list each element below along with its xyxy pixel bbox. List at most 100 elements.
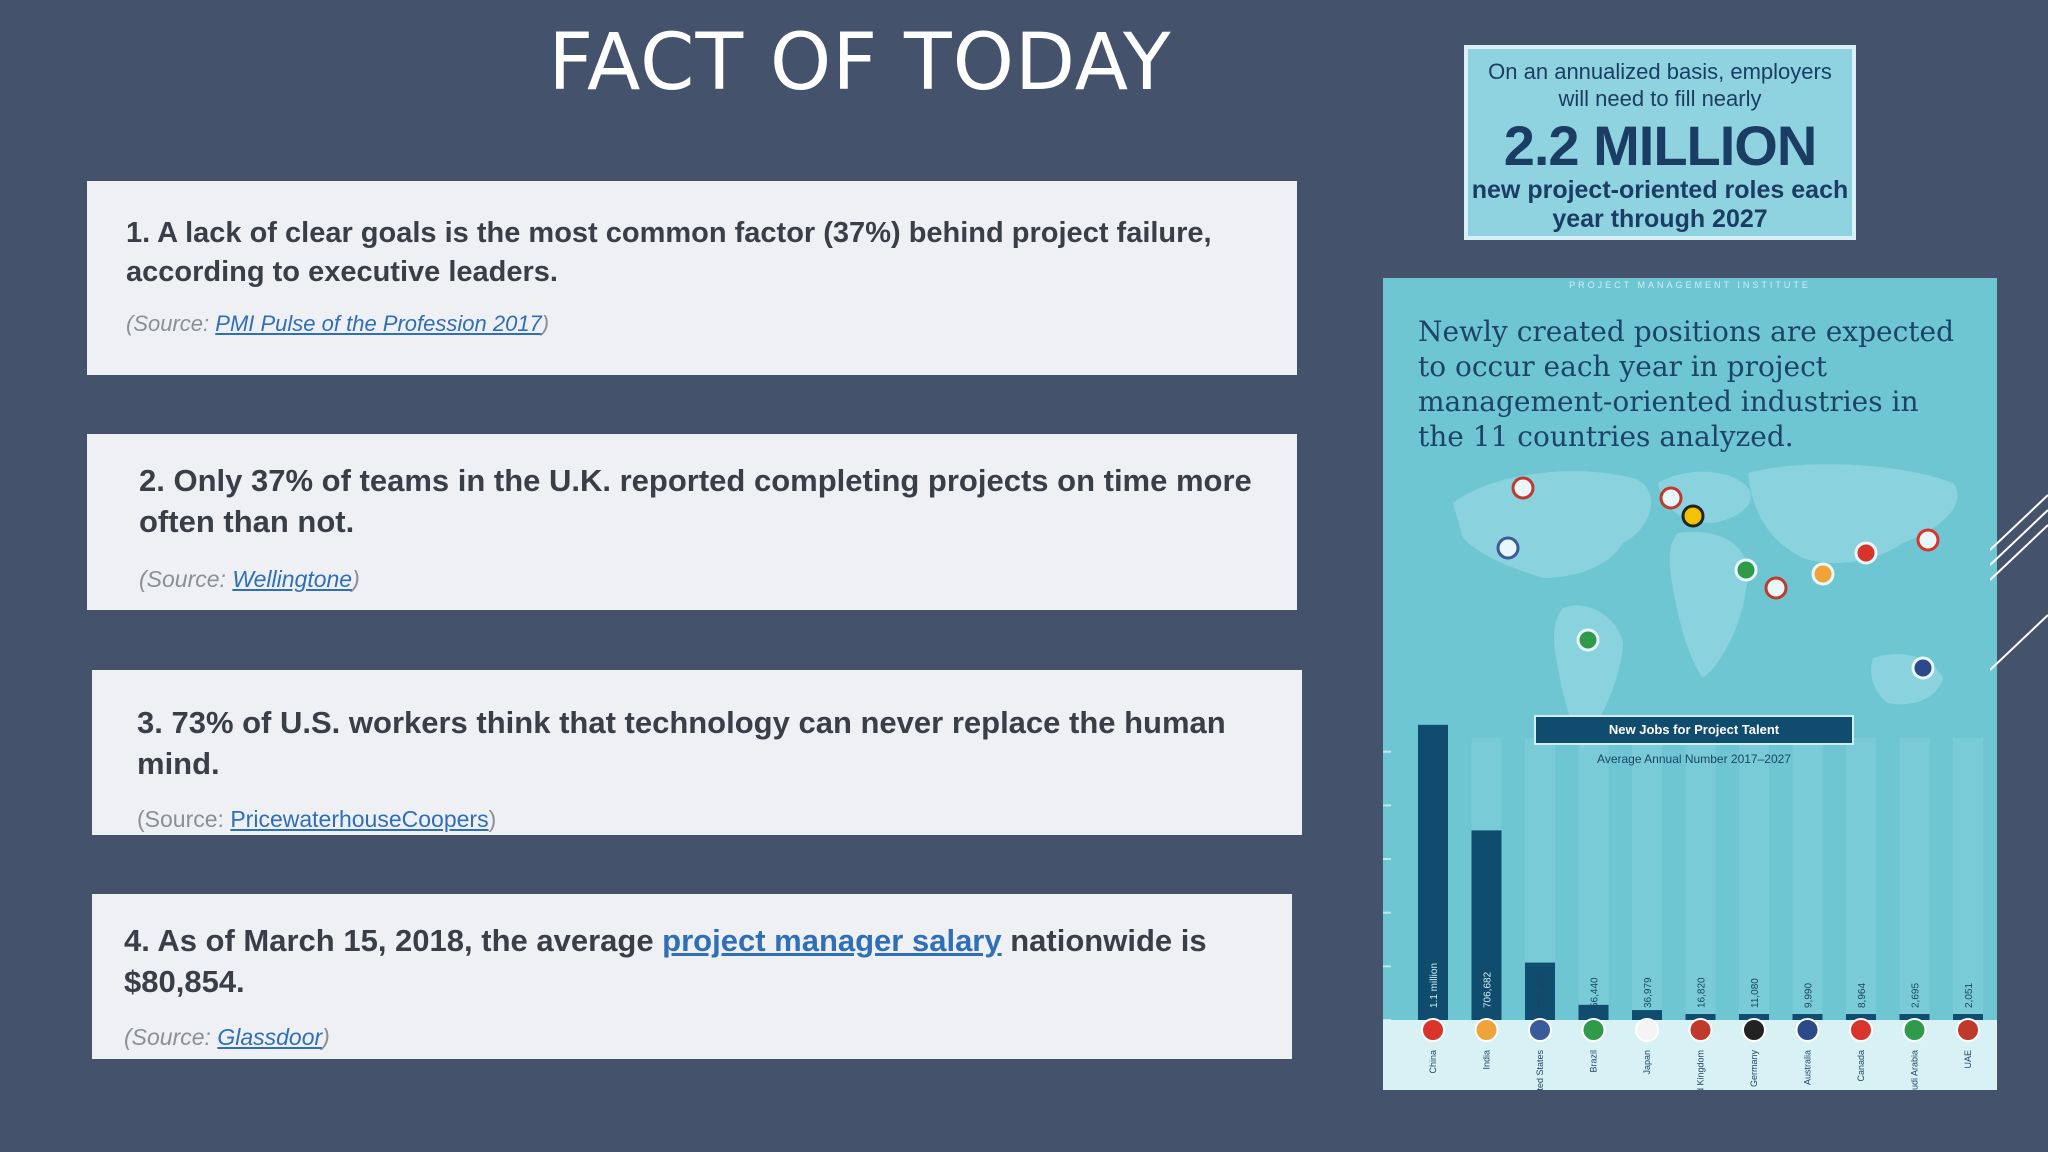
value-label: 16,820	[1697, 977, 1708, 1008]
pin-china-icon	[1854, 541, 1878, 565]
flag-canada-icon	[1849, 1018, 1873, 1042]
map-pins	[1496, 476, 1940, 680]
flag-icons	[1421, 1018, 1980, 1042]
flag-united-states-icon	[1528, 1018, 1552, 1042]
chart-legend-subtitle: Average Annual Number 2017–2027	[1597, 752, 1791, 766]
bar-track	[1953, 738, 1983, 1020]
value-label: 36,979	[1643, 977, 1654, 1008]
category-label: Japan	[1642, 1050, 1652, 1075]
infographic-headline: Newly created positions are expected to …	[1418, 315, 1954, 453]
flag-china-icon	[1421, 1018, 1445, 1042]
category-label: Canada	[1856, 1050, 1866, 1082]
fact-card-3: 3. 73% of U.S. workers think that techno…	[92, 670, 1302, 835]
source-suffix: )	[322, 1024, 330, 1050]
value-label: 2,695	[1911, 983, 1922, 1008]
page-title: FACT OF TODAY	[548, 18, 1172, 108]
bar-track	[1846, 738, 1876, 1020]
source-suffix: )	[488, 806, 497, 832]
deco-line-2	[1990, 509, 2048, 566]
bar-india	[1471, 830, 1502, 1020]
source-prefix: (Source:	[137, 806, 231, 832]
flag-uae-icon	[1956, 1018, 1980, 1042]
category-labels: China India United States Brazil Japan United…	[1428, 1050, 1973, 1090]
fact-source-4: (Source: Glassdoor)	[124, 1024, 330, 1051]
flag-united-kingdom-icon	[1688, 1018, 1713, 1042]
deco-line-3	[1990, 524, 2048, 581]
stat-outro: new project-oriented roles each year thr…	[1471, 176, 1849, 233]
chart-legend-title: New Jobs for Project Talent	[1534, 715, 1854, 745]
value-label: 706,682	[1483, 971, 1494, 1008]
fact-card-4: 4. As of March 15, 2018, the average pro…	[92, 894, 1292, 1059]
source-prefix: (Source:	[124, 1024, 218, 1050]
category-label: Germany	[1749, 1050, 1759, 1088]
pin-canada-icon	[1511, 476, 1535, 500]
pin-saudi-icon	[1734, 558, 1758, 582]
pin-uk-icon	[1659, 486, 1683, 510]
deco-line-1	[1990, 494, 2048, 551]
value-label: 8,964	[1857, 983, 1868, 1008]
value-label: 2,051	[1964, 983, 1975, 1008]
pin-india-icon	[1811, 562, 1835, 586]
category-label: Australia	[1803, 1050, 1813, 1085]
flag-japan-icon	[1635, 1018, 1659, 1042]
pin-japan-icon	[1916, 528, 1940, 552]
category-label: United Kingdom	[1696, 1050, 1706, 1090]
value-label: 56,440	[1590, 977, 1601, 1008]
bar-germany	[1739, 1014, 1769, 1020]
fact-source-1: (Source: PMI Pulse of the Profession 201…	[126, 311, 549, 337]
source-suffix: )	[541, 311, 550, 336]
value-label: 1.1 million	[1429, 963, 1440, 1008]
fact-text-4-before: 4. As of March 15, 2018, the average	[124, 923, 663, 958]
source-link-pmi[interactable]: PMI Pulse of the Profession 2017	[215, 311, 542, 336]
stat-intro: On an annualized basis, employers will n…	[1488, 59, 1832, 111]
fact-text-1: 1. A lack of clear goals is the most com…	[126, 217, 1212, 288]
fact-card-2: 2. Only 37% of teams in the U.K. reporte…	[87, 434, 1297, 610]
bar-track	[1739, 738, 1769, 1020]
infographic-panel: 1.1 million 706,682 213,974 56,440 36,979 16,…	[1383, 278, 1997, 1090]
pin-uae-icon	[1764, 576, 1788, 600]
flag-germany-icon	[1742, 1018, 1766, 1042]
salary-link[interactable]: project manager salary	[662, 923, 1002, 958]
pin-australia-icon	[1911, 656, 1935, 680]
bar-canada	[1846, 1014, 1876, 1020]
category-label: Saudi Arabia	[1910, 1050, 1920, 1090]
flag-brazil-icon	[1581, 1018, 1606, 1042]
source-prefix: (Source:	[139, 566, 233, 592]
source-link-pwc[interactable]: PricewaterhouseCoopers	[230, 806, 489, 832]
value-label: 9,990	[1804, 983, 1815, 1008]
source-prefix: (Source:	[126, 311, 216, 336]
bar-united-kingdom	[1685, 1014, 1716, 1020]
jobs-chart: 1.1 million 706,682 213,974 56,440 36,979 16,…	[1383, 464, 1997, 1090]
category-label: China	[1428, 1050, 1438, 1074]
flag-india-icon	[1474, 1018, 1499, 1042]
bar-australia	[1792, 1014, 1823, 1020]
flag-saudi-arabia-icon	[1902, 1018, 1927, 1042]
fact-source-2: (Source: Wellingtone)	[139, 566, 360, 593]
pin-brazil-icon	[1576, 628, 1600, 652]
flag-australia-icon	[1795, 1018, 1820, 1042]
source-link-glassdoor[interactable]: Glassdoor	[217, 1024, 323, 1050]
source-link-wellingtone[interactable]: Wellingtone	[232, 566, 353, 592]
bar-track	[1632, 738, 1662, 1020]
value-label: 11,080	[1750, 978, 1761, 1008]
bar-japan	[1632, 1010, 1662, 1020]
category-label: UAE	[1963, 1050, 1973, 1069]
bar-group	[1418, 724, 1983, 1020]
bar-united-states	[1525, 962, 1555, 1020]
value-label: 213,974	[1536, 971, 1547, 1008]
value-labels: 1.1 million 706,682 213,974 56,440 36,979 16,…	[1429, 963, 1975, 1008]
fact-text-4-after: nationwide is $80,854.	[124, 923, 1207, 1000]
bar-track	[1578, 738, 1609, 1020]
fact-source-3: (Source: PricewaterhouseCoopers)	[137, 806, 496, 833]
bar-saudi-arabia	[1899, 1014, 1930, 1020]
decorative-lines	[1990, 494, 2048, 671]
fact-text-2: 2. Only 37% of teams in the U.K. reporte…	[139, 463, 1252, 540]
axis-ticks	[1383, 750, 1391, 1021]
bar-china	[1418, 724, 1448, 1020]
bar-track	[1685, 738, 1716, 1020]
bar-track	[1792, 738, 1823, 1020]
category-label: Brazil	[1589, 1050, 1599, 1073]
deco-line-4	[1990, 614, 2048, 671]
bar-uae	[1953, 1014, 1983, 1020]
world-map-graphic	[1453, 464, 1958, 748]
